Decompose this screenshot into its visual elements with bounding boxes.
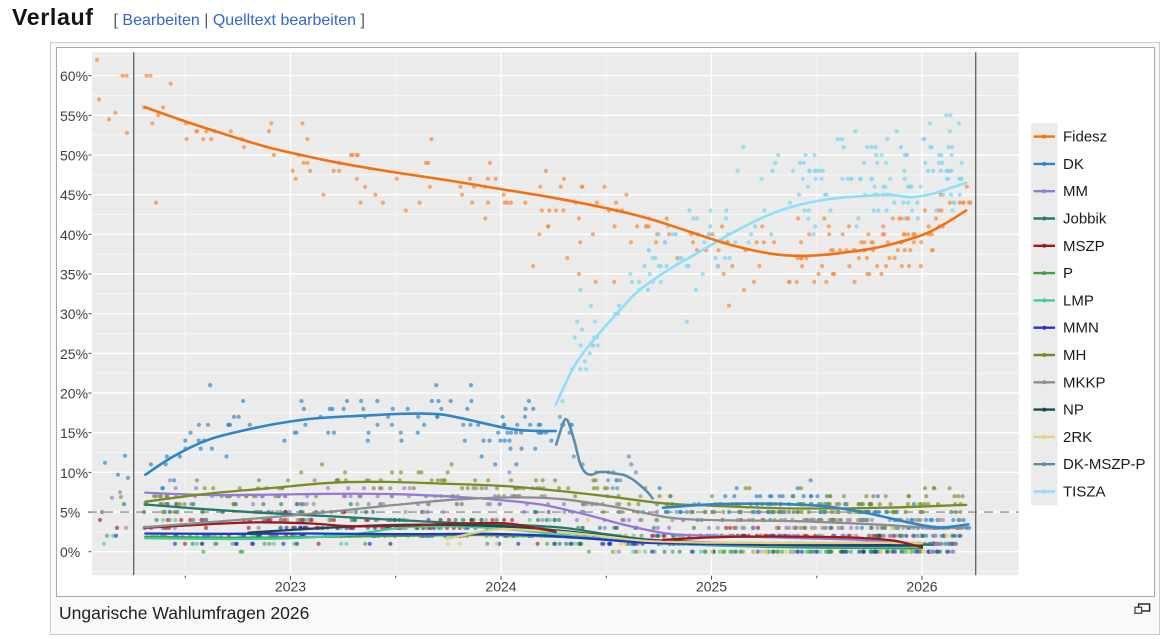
svg-text:2024: 2024 — [485, 579, 516, 595]
svg-text:TISZA: TISZA — [1063, 484, 1106, 501]
svg-text:25%: 25% — [60, 346, 88, 362]
svg-text:45%: 45% — [60, 187, 88, 203]
svg-text:DK-MSZP-P: DK-MSZP-P — [1063, 456, 1146, 473]
svg-text:0%: 0% — [60, 544, 80, 560]
svg-text:LMP: LMP — [1063, 292, 1094, 309]
svg-text:10%: 10% — [60, 465, 88, 481]
svg-text:MH: MH — [1063, 347, 1086, 364]
svg-text:MKKP: MKKP — [1063, 374, 1106, 391]
svg-text:2025: 2025 — [696, 579, 727, 595]
svg-text:55%: 55% — [60, 108, 88, 124]
svg-text:NP: NP — [1063, 402, 1084, 419]
svg-text:P: P — [1063, 265, 1073, 282]
svg-text:Jobbik: Jobbik — [1063, 211, 1107, 228]
svg-text:50%: 50% — [60, 148, 88, 164]
svg-text:2026: 2026 — [906, 579, 937, 595]
svg-text:DK: DK — [1063, 156, 1084, 173]
svg-text:2RK: 2RK — [1063, 429, 1092, 446]
svg-text:15%: 15% — [60, 425, 88, 441]
svg-text:MSZP: MSZP — [1063, 238, 1105, 255]
svg-text:Fidesz: Fidesz — [1063, 129, 1107, 146]
svg-text:20%: 20% — [60, 386, 88, 402]
svg-text:MMN: MMN — [1063, 320, 1099, 337]
svg-text:40%: 40% — [60, 227, 88, 243]
svg-text:5%: 5% — [60, 505, 80, 521]
svg-text:2023: 2023 — [275, 579, 306, 595]
svg-text:35%: 35% — [60, 267, 88, 283]
svg-text:30%: 30% — [60, 306, 88, 322]
svg-text:60%: 60% — [60, 68, 88, 84]
svg-text:MM: MM — [1063, 183, 1088, 200]
